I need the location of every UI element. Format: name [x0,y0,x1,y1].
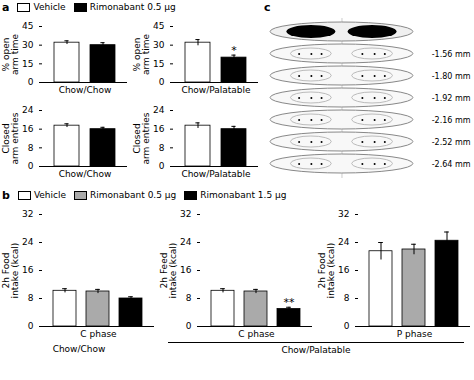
svg-text:Closedarm entries: Closedarm entries [1,112,20,164]
svg-text:24: 24 [338,237,350,247]
svg-text:Chow/Chow: Chow/Chow [59,85,112,95]
svg-text:*: * [231,44,237,57]
svg-text:Closedarm entries: Closedarm entries [132,112,151,164]
html-text:Rimonabant 0.5 μg: Rimonabant 0.5 μg [89,2,176,12]
svg-text:24: 24 [180,237,192,247]
svg-text:% openarm time: % openarm time [132,34,151,75]
svg-text:2h Foodintake (kcal): 2h Foodintake (kcal) [317,243,336,299]
svg-text:-1.56 mm: -1.56 mm [432,50,471,59]
html-text:Rimonabant 1.5 μg: Rimonabant 1.5 μg [200,190,287,200]
svg-text:15: 15 [153,59,164,69]
svg-text:24: 24 [153,105,165,115]
svg-text:0: 0 [186,321,192,331]
svg-text:-2.16 mm: -2.16 mm [432,116,471,125]
svg-text:8: 8 [28,143,34,153]
svg-text:24: 24 [22,105,34,115]
svg-text:C phase: C phase [80,329,117,339]
svg-text:15: 15 [22,59,33,69]
svg-text:-1.80 mm: -1.80 mm [432,72,471,81]
svg-text:30: 30 [153,40,165,50]
svg-text:16: 16 [338,265,350,275]
svg-text:2h Foodintake (kcal): 2h Foodintake (kcal) [1,243,20,299]
html-text:Chow/Chow: Chow/Chow [52,344,106,354]
svg-text:16: 16 [22,124,34,134]
html-text:Vehicle: Vehicle [33,190,67,200]
svg-text:P phase: P phase [397,329,433,339]
svg-text:0: 0 [159,161,165,171]
svg-text:Chow/Palatable: Chow/Palatable [181,169,251,179]
svg-text:0: 0 [28,161,34,171]
svg-text:% openarm time: % openarm time [1,34,20,75]
svg-text:16: 16 [22,265,34,275]
html-text:Vehicle: Vehicle [33,2,66,12]
html-text:Rimonabant 0.5 μg: Rimonabant 0.5 μg [90,190,177,200]
svg-text:Chow/Palatable: Chow/Palatable [181,85,251,95]
svg-text:45: 45 [22,21,33,31]
svg-text:8: 8 [186,293,192,303]
svg-text:2h Feedintake (kcal): 2h Feedintake (kcal) [159,243,178,299]
svg-text:-2.52 mm: -2.52 mm [432,138,471,147]
svg-text:30: 30 [22,40,34,50]
html-text:a: a [2,0,10,14]
svg-text:Chow/Chow: Chow/Chow [59,169,112,179]
svg-text:32: 32 [180,209,191,219]
svg-text:8: 8 [344,293,350,303]
svg-text:16: 16 [153,124,165,134]
svg-text:24: 24 [22,237,34,247]
svg-text:16: 16 [180,265,192,275]
svg-text:32: 32 [338,209,349,219]
svg-text:0: 0 [28,77,34,87]
svg-text:0: 0 [28,321,34,331]
svg-text:-2.64 mm: -2.64 mm [432,160,471,169]
svg-text:C phase: C phase [238,329,275,339]
svg-text:45: 45 [153,21,164,31]
svg-text:**: ** [284,296,296,309]
svg-text:0: 0 [159,77,165,87]
html-text:Chow/Palatable: Chow/Palatable [281,345,351,355]
svg-text:0: 0 [344,321,350,331]
svg-text:8: 8 [28,293,34,303]
svg-text:32: 32 [22,209,33,219]
svg-text:-1.92 mm: -1.92 mm [432,94,471,103]
svg-text:8: 8 [159,143,165,153]
html-text:b: b [2,188,10,202]
html-text:c: c [264,0,271,14]
